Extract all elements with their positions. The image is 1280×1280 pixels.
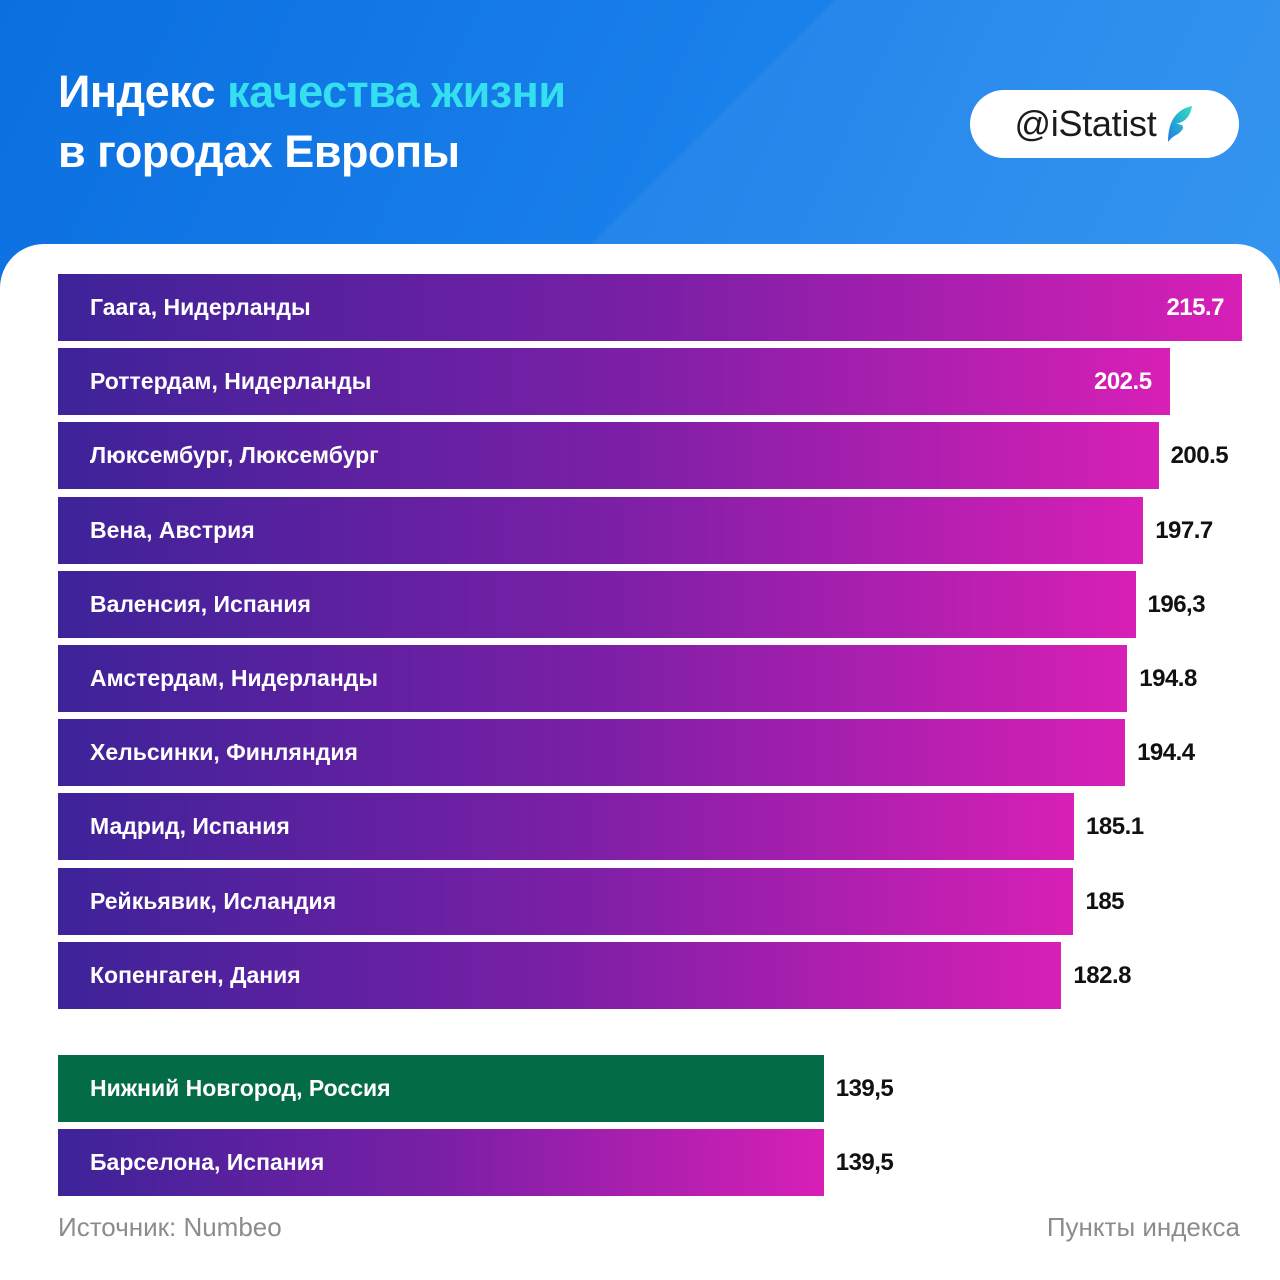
bar-label: Хельсинки, Финляндия	[90, 739, 358, 766]
brand-name: @iStatist	[1014, 103, 1157, 144]
data-label: 194.4	[1137, 739, 1195, 767]
bar-label: Барселона, Испания	[90, 1149, 325, 1176]
data-label: 200.5	[1170, 442, 1229, 470]
title-part1: Индекс	[58, 66, 228, 117]
leaf-icon	[1168, 106, 1193, 142]
data-label: 197.7	[1155, 516, 1213, 544]
bar-label: Нижний Новгород, Россия	[90, 1075, 391, 1101]
bar	[58, 645, 1128, 712]
page-title: Индекс качества жизни в городах Европы	[58, 62, 566, 182]
bar	[58, 793, 1075, 861]
data-label: 182.8	[1073, 961, 1131, 989]
axis-label: Пункты индекса	[1046, 1212, 1240, 1242]
data-label: 215.7	[1166, 294, 1224, 321]
bar	[58, 941, 1062, 1009]
bar	[58, 1129, 824, 1197]
bar-label: Рейкьявик, Исландия	[90, 887, 337, 914]
data-label: 185.1	[1086, 813, 1144, 841]
data-label: 194.8	[1139, 665, 1197, 692]
bar-label: Вена, Австрия	[90, 516, 255, 543]
bar	[58, 348, 1170, 416]
brand-badge: @iStatist	[970, 90, 1239, 158]
data-label: 185	[1085, 887, 1125, 915]
data-label: 202.5	[1093, 368, 1152, 396]
bar-label: Гаага, Нидерланды	[90, 294, 311, 320]
bar	[58, 1055, 824, 1122]
bar	[58, 274, 1242, 341]
bar-label: Амстердам, Нидерланды	[90, 665, 378, 691]
data-label: 139,5	[835, 1075, 894, 1102]
bar	[58, 867, 1074, 935]
bar-label: Роттердам, Нидерланды	[90, 368, 372, 395]
title-accent: качества жизни	[227, 66, 566, 117]
bar-label: Копенгаген, Дания	[90, 961, 301, 988]
bar-label: Люксембург, Люксембург	[90, 442, 379, 469]
bar-label: Мадрид, Испания	[90, 813, 290, 840]
bar	[58, 496, 1144, 564]
bar	[58, 422, 1159, 490]
bar-label: Валенсия, Испания	[90, 590, 311, 617]
data-label: 139,5	[835, 1149, 894, 1177]
source-note: Источник: Numbeo	[58, 1212, 282, 1242]
title-line2: в городах Европы	[58, 126, 460, 177]
bar	[58, 570, 1136, 638]
bar	[58, 719, 1126, 787]
data-label: 196,3	[1147, 590, 1206, 618]
